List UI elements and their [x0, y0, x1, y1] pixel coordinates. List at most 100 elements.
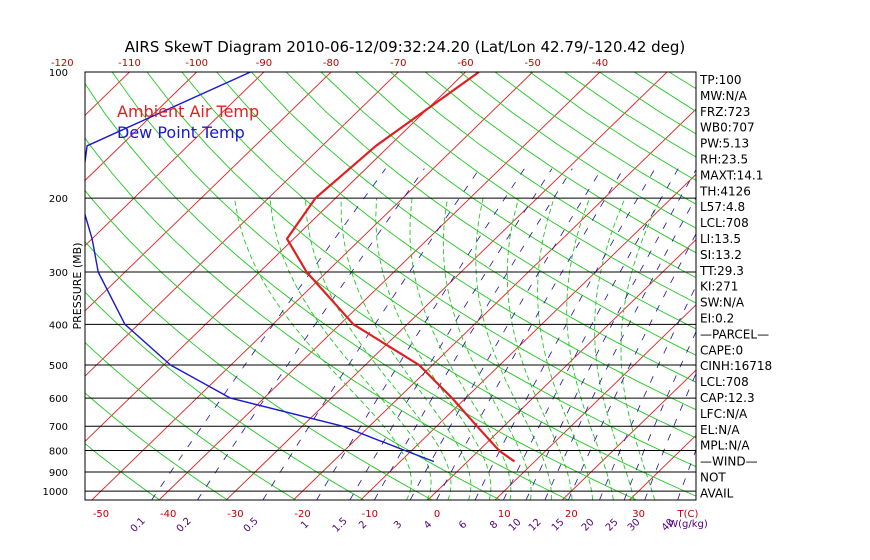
pressure-tick-label: 800 [49, 447, 68, 458]
index-item: EI:0.2 [700, 312, 734, 326]
moist-adiabat [409, 198, 512, 500]
index-item: —PARCEL— [700, 327, 769, 341]
dry-adiabat [85, 443, 160, 500]
dry-adiabat [320, 72, 696, 330]
index-item: MPL:N/A [700, 439, 750, 453]
mixing-ratio-line [568, 233, 696, 500]
mixing-ratio-line [197, 168, 425, 500]
index-item: KI:271 [700, 280, 738, 294]
dry-adiabat [85, 291, 365, 500]
legend-entry: Dew Point Temp [117, 123, 245, 142]
bottom-temp-tick-label: -40 [160, 509, 176, 520]
moist-adiabat [475, 198, 552, 500]
pressure-tick-label: 400 [49, 320, 68, 331]
index-item: RH:23.5 [700, 153, 748, 167]
dry-adiabat [181, 72, 696, 439]
top-temp-tick-label: -120 [51, 58, 74, 69]
bottom-temp-tick-label: -50 [93, 509, 109, 520]
index-item: SI:13.2 [700, 248, 742, 262]
moist-adiabat [506, 198, 573, 500]
mixing-ratio-label: 0.5 [242, 516, 261, 535]
mixing-ratio-label: 20 [580, 517, 597, 534]
pressure-tick-label: 1000 [43, 487, 68, 498]
pressure-tick-label: 700 [49, 422, 68, 433]
isotherm [91, 72, 534, 500]
mixing-ratio-line [316, 168, 525, 500]
pressure-tick-label: 600 [49, 394, 68, 405]
dry-adiabat [425, 72, 696, 254]
index-item: —WIND— [700, 455, 758, 469]
isotherm [85, 72, 265, 247]
moist-adiabat [340, 198, 472, 500]
moist-adiabat [233, 198, 412, 500]
index-list: TP:100 MW:N/A FRZ:723 WB0:707 PW:5.13 RH:23.5… [699, 73, 772, 500]
isotherm [85, 72, 332, 312]
moist-adiabat [269, 198, 432, 500]
index-item: PW:5.13 [700, 137, 749, 151]
pressure-tick-label: 100 [49, 68, 68, 79]
top-temp-tick-label: -60 [457, 58, 473, 69]
dry-adiabat [111, 72, 696, 497]
index-item: LFC:N/A [700, 407, 748, 421]
dry-adiabat [216, 72, 696, 411]
top-temp-tick-label: -50 [525, 58, 541, 69]
mixing-ratio-label: 0.1 [129, 516, 148, 535]
top-temp-tick-label: -70 [390, 58, 406, 69]
index-item: LI:13.5 [700, 232, 741, 246]
dry-adiabat [85, 341, 297, 500]
dry-adiabat [251, 72, 696, 383]
mixing-ratio-line [262, 168, 480, 500]
dry-adiabat [146, 72, 696, 468]
bottom-temp-tick-label: 20 [565, 509, 578, 520]
index-item: LCL:708 [700, 216, 749, 230]
ambient-air-temp-line [285, 72, 516, 463]
top-temp-tick-label: -90 [256, 58, 272, 69]
isotherm [831, 72, 870, 500]
index-item: L57:4.8 [700, 200, 745, 214]
mixing-ratio-line [503, 168, 679, 500]
moist-adiabat [566, 198, 614, 500]
dry-adiabat [285, 72, 696, 356]
y-axis-label: PRESSURE (MB) [71, 243, 84, 330]
dry-adiabat [85, 392, 228, 500]
dry-adiabat [85, 82, 637, 500]
mixing-ratio-label: 1 [299, 519, 311, 531]
mixing-ratio-label: 8 [488, 519, 500, 531]
index-item: CAP:12.3 [700, 391, 755, 405]
index-item: LCL:708 [700, 375, 749, 389]
mixing-ratio-label: 0.2 [175, 516, 194, 535]
index-item: TT:29.3 [699, 264, 744, 278]
index-item: TH:4126 [699, 184, 751, 198]
pressure-tick-label: 200 [49, 194, 68, 205]
index-item: SW:N/A [700, 296, 745, 310]
index-item: EL:N/A [700, 423, 740, 437]
mixing-ratio-line [349, 168, 553, 500]
index-item: AVAIL [700, 486, 734, 500]
isotherm [85, 72, 399, 377]
sounding-series [85, 72, 516, 463]
mixing-ratio-label: 25 [604, 517, 621, 534]
mixing-ratio-label: 6 [457, 519, 469, 531]
mixing-ratio-label: 3 [392, 519, 404, 531]
dry-adiabat [85, 137, 569, 500]
index-item: MAXT:14.1 [700, 168, 763, 182]
chart-title: AIRS SkewT Diagram 2010-06-12/09:32:24.2… [125, 38, 686, 56]
index-item: MW:N/A [700, 89, 748, 103]
mixing-ratio-line [544, 196, 696, 500]
bottom-temp-tick-label: -30 [227, 509, 243, 520]
dry-adiabat [390, 72, 696, 279]
pressure-tick-label: 500 [49, 361, 68, 372]
isotherm [427, 239, 696, 500]
top-temp-tick-label: -110 [118, 58, 141, 69]
top-temp-tick-label: -40 [592, 58, 608, 69]
isobars [85, 197, 696, 492]
pressure-tick-label: 900 [49, 468, 68, 479]
isotherm [85, 72, 198, 182]
index-item: TP:100 [699, 73, 742, 87]
index-item: FRZ:723 [700, 105, 750, 119]
dry-adiabat [494, 72, 696, 205]
isotherm [0, 72, 62, 500]
mixing-ratio-label: 12 [527, 517, 544, 534]
